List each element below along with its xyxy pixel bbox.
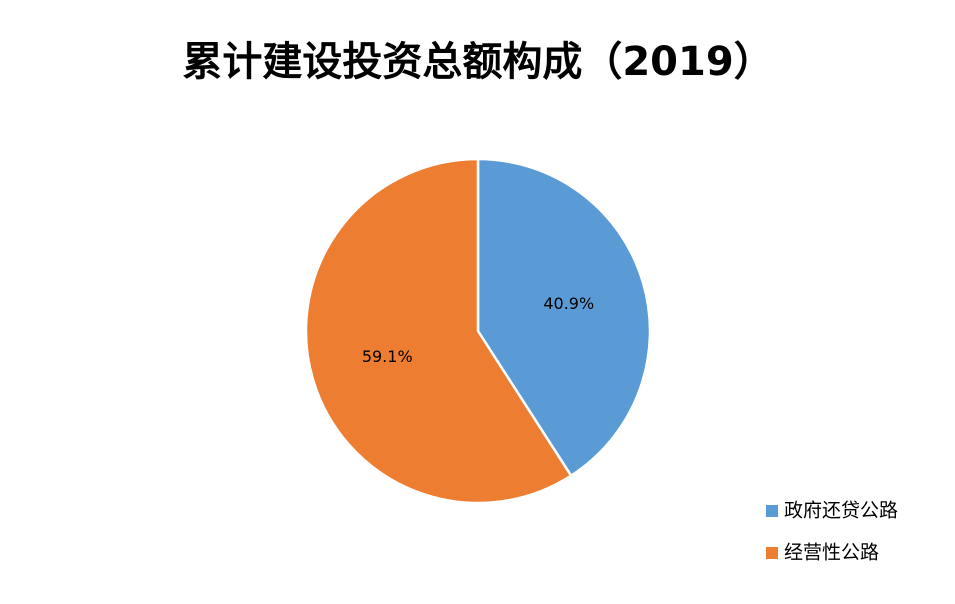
data-label: 40.9% [543, 294, 594, 313]
legend-swatch [766, 505, 778, 517]
legend-label: 政府还贷公路 [784, 500, 898, 522]
data-label: 59.1% [362, 347, 413, 366]
chart-title: 累计建设投资总额构成（2019） [182, 39, 773, 85]
legend-swatch [766, 547, 778, 559]
pie-slice [304, 157, 573, 505]
legend-label: 经营性公路 [784, 542, 879, 564]
